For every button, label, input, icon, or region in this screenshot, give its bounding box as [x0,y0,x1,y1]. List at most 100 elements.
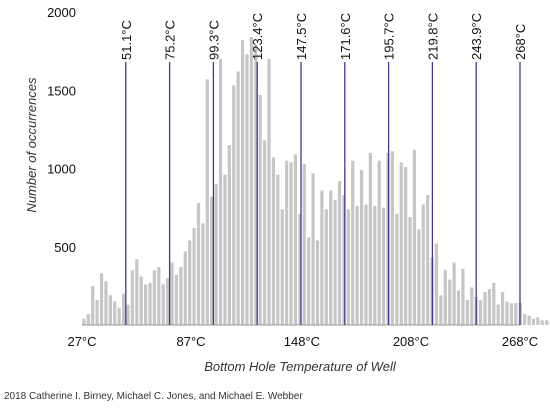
histogram-bar [254,44,258,326]
x-axis-ticks: 27°C 87°C 148°C 208°C 268°C [67,334,538,349]
histogram-bar [236,71,240,325]
histogram-bar [364,204,368,325]
temperature-markers: 51.1°C 75.2°C 99.3°C 123.4°C 147.5°C 171.6°C 1… [119,13,528,325]
histogram-bar [404,166,408,325]
marker-label: 243.9°C [469,13,484,60]
histogram-bar [439,295,443,325]
marker-label: 171.6°C [338,13,353,60]
histogram-bar [99,273,104,325]
histogram-bar [161,284,165,325]
histogram-bar [417,229,421,325]
histogram-bar [329,190,333,325]
histogram-bar [461,268,465,325]
histogram-bar [262,140,267,325]
histogram-bar [395,213,399,325]
marker-label: 268°C [513,24,528,60]
histogram-bar [148,282,152,325]
histogram-bar [333,199,337,325]
histogram-bar [126,304,130,325]
histogram-bar [280,209,284,325]
marker-label: 147.5°C [294,13,309,60]
y-tick-label: 500 [54,240,76,255]
histogram-bar [540,320,544,325]
histogram-bar [399,162,403,325]
histogram-bar [223,174,227,325]
histogram-bar [192,227,196,325]
histogram-bar [342,195,346,325]
y-tick-label: 1500 [47,83,76,98]
histogram-bar [135,259,139,325]
histogram-bar [157,267,161,325]
histogram-bar [205,79,209,325]
histogram-bar [514,303,518,325]
histogram-bar [276,174,280,325]
histogram-bar [210,196,214,325]
histogram-bar [108,295,112,325]
x-tick-label: 87°C [177,334,206,349]
histogram-bar [117,307,121,325]
histogram-bar [130,270,134,325]
histogram-bar [443,270,447,325]
histogram-bar [337,181,342,325]
x-tick-label: 208°C [393,334,429,349]
histogram-bar [483,292,487,325]
histogram-bar [311,173,315,325]
histogram-bar [144,284,148,325]
histogram-bar [86,314,90,325]
bars-group [82,37,550,326]
histogram-bar [470,287,474,325]
histogram-bar [368,152,372,325]
marker-label: 99.3°C [206,20,221,60]
histogram-bar [285,160,289,325]
histogram-bar [381,207,386,325]
y-axis-title: Number of occurrences [24,77,39,213]
histogram-bar [271,157,276,325]
histogram-bar [82,318,86,325]
histogram-bar [487,289,491,325]
histogram-bar [166,278,170,325]
y-axis-ticks: 500 1000 1500 2000 [47,5,76,255]
histogram-bar [179,267,183,325]
histogram-bar [249,37,253,325]
histogram-bar [434,243,439,325]
histogram-bar [456,290,461,325]
histogram-bar [421,204,425,325]
histogram-bar [359,170,364,325]
histogram-bar [152,270,157,325]
histogram-bar [113,301,117,325]
histogram-bar [496,304,500,325]
histogram-bar [408,217,412,325]
histogram-bar [267,58,271,325]
histogram-bar [523,314,527,325]
histogram-bar [324,209,328,325]
histogram-bar [218,58,223,325]
marker-label: 75.2°C [163,20,178,60]
marker-label: 123.4°C [250,13,265,60]
histogram-bar [448,279,452,325]
histogram-bar [139,276,143,325]
histogram-bar [426,195,430,325]
histogram-bar [232,85,236,326]
histogram-bar [315,240,320,325]
histogram-bar [355,206,359,325]
histogram-bar [452,262,456,325]
y-tick-label: 2000 [47,5,76,20]
histogram-bar [478,299,483,325]
marker-label: 195.7°C [382,13,397,60]
histogram-bar [183,251,187,325]
histogram-bar [174,274,179,325]
histogram-bar [346,209,350,325]
histogram-bar [527,315,531,325]
x-tick-label: 27°C [67,334,96,349]
histogram-bar [492,282,496,325]
histogram-bar [104,281,108,325]
histogram-bar [227,145,231,325]
histogram-bar [351,160,355,325]
histogram-bar [377,160,381,325]
x-tick-label: 268°C [502,334,538,349]
histogram-bar [121,293,126,325]
marker-label: 219.8°C [425,13,440,60]
histogram-bar [170,262,174,325]
histogram-bar [531,318,536,325]
